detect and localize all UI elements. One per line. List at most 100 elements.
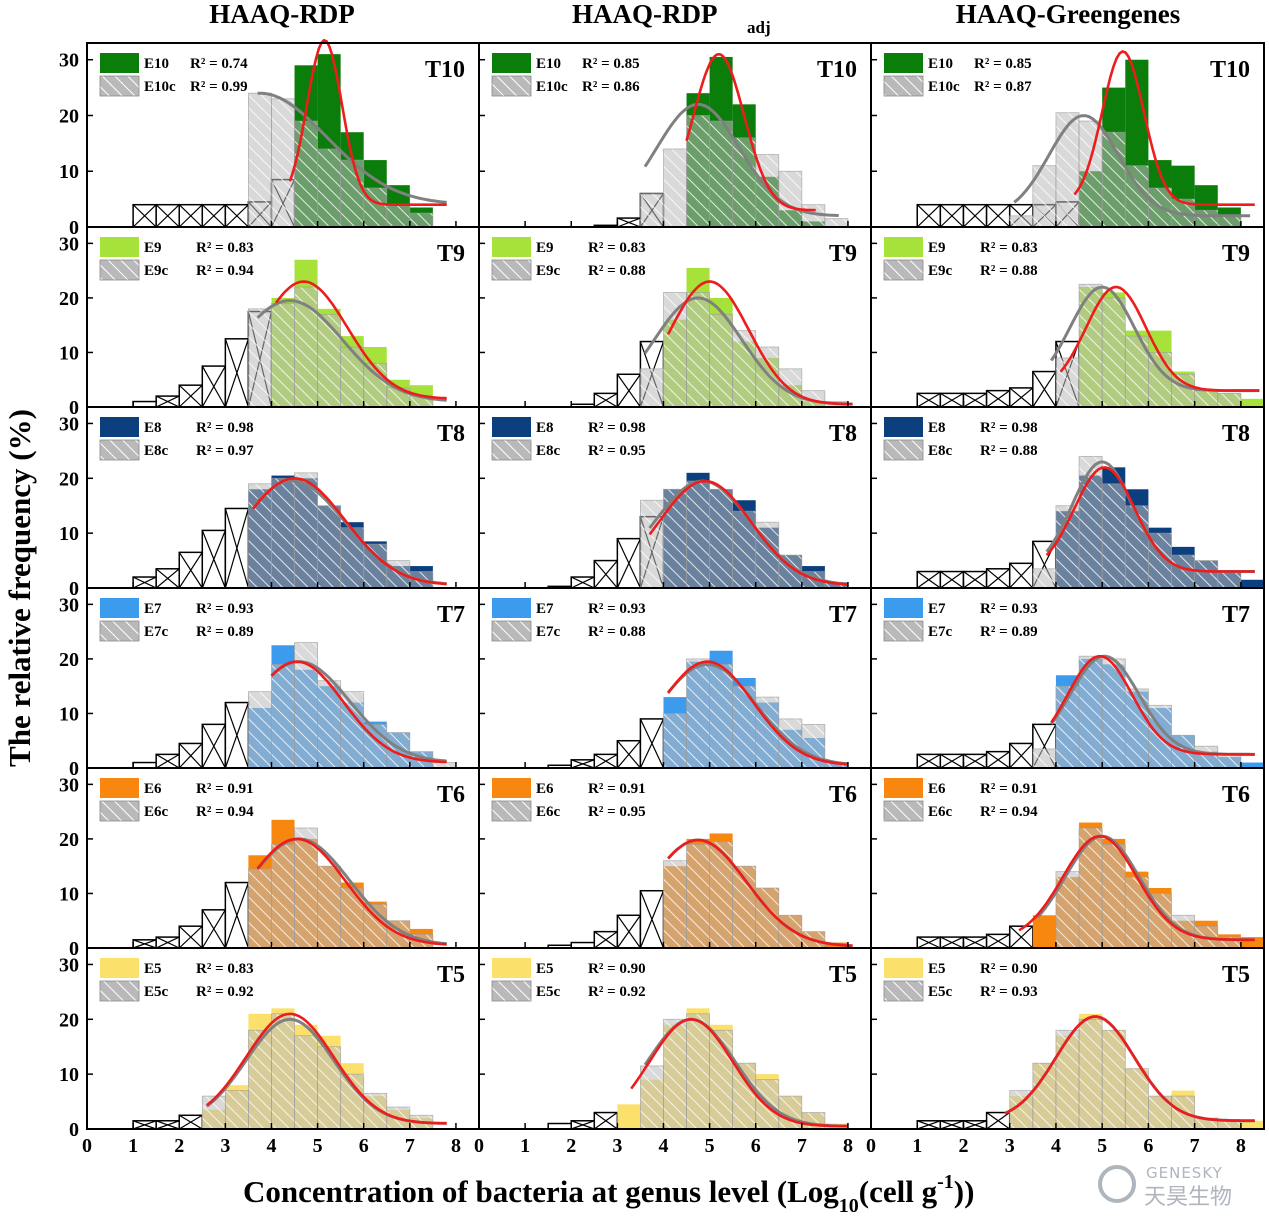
- white-bin-cross: [940, 571, 964, 589]
- white-bin: [224, 507, 250, 589]
- white-bin: [616, 217, 642, 228]
- x-tick-label: 8: [451, 1135, 461, 1157]
- white-bin: [985, 568, 1011, 589]
- white-bin: [178, 742, 204, 769]
- white-bin: [985, 750, 1011, 769]
- panel-t9-col3: T9 E9 E9c R² = 0.83 R² = 0.88: [870, 226, 1265, 408]
- white-bin: [201, 723, 227, 769]
- white-bin: [616, 739, 642, 769]
- x-tick-label: 0: [866, 1135, 876, 1157]
- sample-bar-E5: [617, 1104, 641, 1129]
- legend-label-sample: E6: [928, 781, 946, 797]
- white-bin: [224, 701, 250, 769]
- legend-swatch-sample: [884, 53, 923, 73]
- y-tick-label: 0: [69, 938, 79, 960]
- white-bin: [1008, 387, 1034, 408]
- y-tick-label: 10: [59, 342, 79, 364]
- control-bar-E5c: [1055, 1029, 1080, 1130]
- y-tick-label: 10: [59, 1064, 79, 1086]
- control-bar-E5c: [294, 1035, 318, 1130]
- white-bin: [593, 930, 619, 949]
- white-bin-cross: [155, 204, 180, 228]
- x-tick-label: 4: [658, 1135, 668, 1157]
- y-tick-label: 20: [59, 829, 79, 851]
- white-bin-cross: [593, 392, 618, 408]
- white-bin-cross: [571, 1120, 595, 1130]
- y-tick-label: 30: [59, 954, 79, 976]
- x-tick-label: 5: [705, 1135, 715, 1157]
- panel-label: T9: [829, 241, 857, 267]
- panel-label: T5: [437, 962, 465, 988]
- white-bin: [155, 395, 180, 408]
- white-bin: [962, 203, 988, 228]
- legend-swatch-control: [491, 980, 532, 1002]
- x-tick-label: 7: [1190, 1135, 1200, 1157]
- control-bar-E10c: [248, 92, 272, 228]
- legend: E10 E10c R² = 0.85 R² = 0.87: [883, 53, 1032, 97]
- control-bar-E5c: [224, 1090, 249, 1130]
- legend: E9 E9c R² = 0.83 R² = 0.88: [883, 237, 1038, 281]
- y-tick-label: 0: [69, 217, 79, 239]
- white-bin-cross: [616, 373, 641, 408]
- white-bin: [201, 203, 227, 228]
- white-bin: [962, 570, 988, 589]
- white-bin: [939, 936, 965, 949]
- legend-r2-control: R² = 0.87: [974, 79, 1032, 95]
- control-bar-E8c: [340, 527, 365, 589]
- white-bin-cross: [201, 724, 226, 769]
- white-bin-cross: [940, 936, 964, 949]
- y-tick-label: 30: [59, 774, 79, 796]
- legend-swatch-control: [883, 259, 924, 281]
- legend-r2-sample: R² = 0.83: [196, 240, 254, 256]
- fit-curve-sample: [1018, 834, 1255, 942]
- panel-label: T7: [1222, 602, 1250, 628]
- panel-label: T8: [1222, 421, 1250, 447]
- control-bar-E7c: [1032, 748, 1057, 769]
- white-bin: [985, 203, 1011, 228]
- white-bin: [224, 881, 250, 949]
- x-tick-label: 2: [174, 1135, 184, 1157]
- legend-swatch-control: [99, 439, 140, 461]
- control-bar-E10c: [386, 204, 411, 228]
- legend-label-control: E8c: [536, 443, 561, 459]
- x-axis-title-sup: -1: [937, 1171, 954, 1193]
- control-bar-E10c: [778, 170, 803, 228]
- white-bin: [616, 537, 642, 589]
- control-bar-E5c: [686, 1013, 710, 1130]
- white-bin: [155, 203, 180, 228]
- legend-label-sample: E10: [144, 56, 169, 72]
- control-bar-E7c: [1194, 745, 1219, 769]
- control-bar-E5c: [271, 1013, 295, 1130]
- control-bar-E10c: [363, 187, 388, 228]
- legend-swatch-sample: [492, 958, 531, 978]
- y-tick-label: 20: [59, 1009, 79, 1031]
- y-tick-label: 0: [69, 1119, 79, 1141]
- sample-bar-E5: [1240, 1120, 1264, 1129]
- white-bin: [616, 914, 642, 949]
- control-bar-E7c: [248, 691, 272, 769]
- legend-label-sample: E10: [928, 56, 953, 72]
- legend-label-sample: E7: [144, 601, 162, 617]
- control-bar-E9c: [1101, 297, 1126, 408]
- legend-label-control: E5c: [536, 984, 561, 1000]
- x-tick-label: 1: [520, 1135, 530, 1157]
- watermark-top-text: GENESKY: [1146, 1164, 1223, 1182]
- panel-t6-col2: T6 E6 E6c R² = 0.91 R² = 0.95: [478, 767, 872, 949]
- x-tick-label: 3: [1005, 1135, 1015, 1157]
- white-bin-cross: [916, 753, 941, 769]
- y-tick-label: 0: [69, 578, 79, 600]
- panel-t8-col1: 0 10 20 30 T8 E8 E8c R² = 0.98 R² = 0.97: [59, 406, 480, 600]
- legend-swatch-control: [99, 800, 140, 822]
- x-axis-title-main: Concentration of bacteria at genus level…: [243, 1174, 839, 1209]
- white-bin-cross: [963, 392, 987, 408]
- white-bin: [155, 753, 180, 769]
- legend-label-sample: E8: [144, 420, 162, 436]
- legend-label-sample: E6: [144, 781, 162, 797]
- legend-r2-sample: R² = 0.93: [588, 601, 646, 617]
- legend-swatch-sample: [884, 237, 923, 257]
- fit-curve-sample: [666, 280, 853, 406]
- control-bar-E9c: [1194, 390, 1219, 408]
- x-tick-label: 8: [843, 1135, 853, 1157]
- white-bin-cross: [201, 909, 226, 949]
- control-bar-E9c: [686, 292, 710, 408]
